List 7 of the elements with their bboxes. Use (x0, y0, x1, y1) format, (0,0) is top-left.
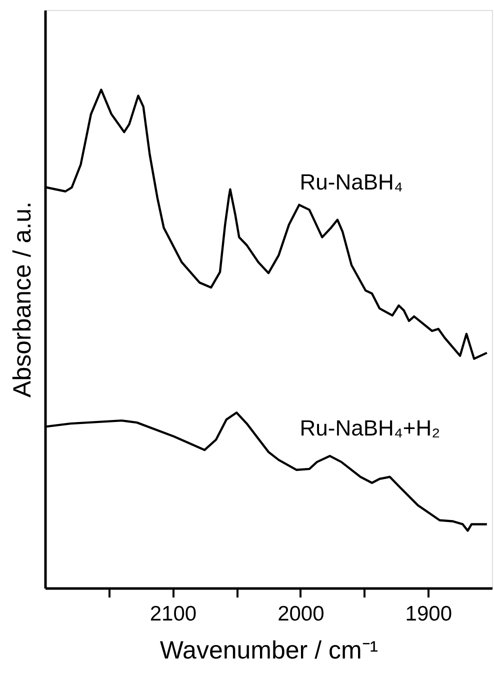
x-tick-label: 1900 (405, 602, 452, 626)
series-label: Ru-NaBH₄+H₂ (300, 416, 440, 441)
x-tick-label: 2100 (150, 602, 197, 626)
series-label: Ru-NaBH₄ (300, 169, 403, 194)
x-axis-title: Wavenumber / cm⁻¹ (160, 636, 378, 664)
y-axis-title: Absorbance / a.u. (8, 202, 36, 398)
x-tick-label: 2000 (278, 602, 324, 626)
